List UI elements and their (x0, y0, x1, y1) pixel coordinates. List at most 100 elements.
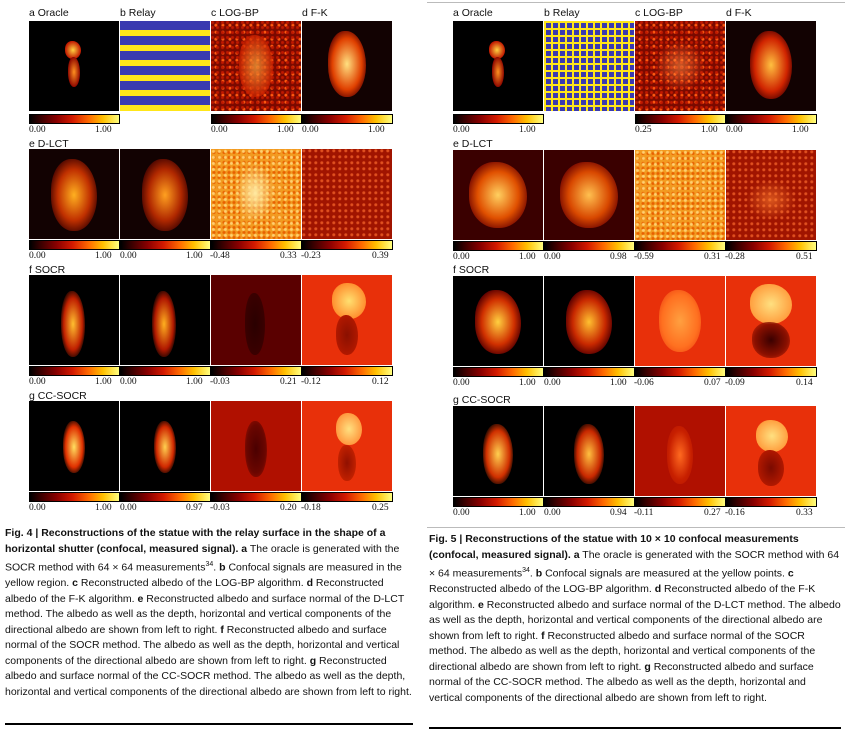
colorbar-min: 0.00 (302, 125, 319, 135)
colorbar-max: 1.00 (519, 252, 536, 262)
colorbar-max: 0.14 (796, 378, 813, 388)
colorbar-max: 0.25 (372, 503, 389, 513)
log-bp-image (635, 21, 725, 111)
colorbar (453, 367, 544, 377)
colorbar-max: 0.07 (704, 378, 721, 388)
colorbar-min: 0.00 (120, 503, 137, 513)
colorbar-min: -0.03 (210, 503, 230, 513)
figure-4: a Oracle b Relay c LOG-BP d F-K 0.00 1.0… (0, 0, 420, 741)
socr-depth-image (120, 275, 210, 365)
colorbar-max: 1.00 (368, 125, 385, 135)
colorbar-max: 0.20 (280, 503, 297, 513)
colorbar (29, 240, 120, 250)
socr-horizontal-image (211, 275, 301, 365)
figure-5: a Oracle b Relay c LOG-BP d F-K 0.00 1.0… (427, 0, 847, 741)
colorbar-max: 1.00 (277, 125, 294, 135)
colorbar-min: 0.00 (29, 125, 46, 135)
caption-a: The oracle is generated with the SOCR me… (5, 542, 400, 574)
colorbar (544, 497, 635, 507)
colorbar-min: -0.59 (634, 252, 654, 262)
colorbar-max: 0.51 (796, 252, 813, 262)
colorbar-min: -0.12 (301, 377, 321, 387)
d-lct-horizontal-image (635, 150, 725, 240)
colorbar-min: 0.00 (544, 252, 561, 262)
colorbar (453, 241, 544, 251)
panel-label-e: e D-LCT (29, 138, 69, 150)
colorbar-max: 0.94 (610, 508, 627, 518)
figure-frame-bottom (427, 527, 845, 528)
colorbar-min: -0.16 (725, 508, 745, 518)
caption-e: Reconstructed albedo and surface normal … (429, 598, 841, 642)
caption-a: The oracle is generated with the SOCR me… (429, 548, 840, 580)
colorbar (635, 497, 726, 507)
colorbar-max: 0.31 (704, 252, 721, 262)
d-lct-albedo-image (29, 149, 119, 239)
colorbar (635, 241, 726, 251)
caption-rule (429, 727, 841, 729)
colorbar (211, 366, 302, 376)
panel-label-g: g CC-SOCR (29, 390, 87, 402)
colorbar-max: 1.00 (186, 377, 203, 387)
colorbar (302, 366, 393, 376)
panel-label-a: a Oracle (453, 7, 493, 19)
colorbar (726, 367, 817, 377)
log-bp-image (211, 21, 301, 111)
colorbar-max: 0.21 (280, 377, 297, 387)
panel-label-c: c LOG-BP (635, 7, 683, 19)
colorbar-min: 0.00 (453, 378, 470, 388)
cc-socr-albedo-image (29, 401, 119, 491)
colorbar-max: 0.33 (280, 251, 297, 261)
colorbar-min: -0.23 (301, 251, 321, 261)
caption-ref: 34 (205, 561, 214, 568)
colorbar (211, 240, 302, 250)
f-k-image (302, 21, 392, 111)
colorbar (29, 114, 120, 124)
d-lct-albedo-image (453, 150, 543, 240)
colorbar-min: -0.06 (634, 378, 654, 388)
socr-depth-image (544, 276, 634, 366)
figure-caption: Fig. 5 | Reconstructions of the statue w… (429, 533, 841, 704)
colorbar (302, 492, 393, 502)
colorbar-max: 1.00 (186, 251, 203, 261)
colorbar-max: 0.33 (796, 508, 813, 518)
colorbar (726, 241, 817, 251)
colorbar-max: 1.00 (519, 508, 536, 518)
panel-label-f: f SOCR (453, 264, 490, 276)
colorbar (453, 114, 544, 124)
caption-c: Reconstructed albedo of the LOG-BP algor… (80, 577, 304, 589)
colorbar (211, 114, 302, 124)
socr-albedo-image (453, 276, 543, 366)
cc-socr-albedo-image (453, 406, 543, 496)
colorbar-max: 0.27 (704, 508, 721, 518)
panel-label-e: e D-LCT (453, 138, 493, 150)
socr-vertical-image (726, 276, 816, 366)
caption-title: Fig. 4 | Reconstructions of the statue w… (5, 527, 386, 555)
colorbar-min: 0.00 (120, 251, 137, 261)
caption-b: Confocal signals are measured at the yel… (545, 567, 785, 580)
socr-horizontal-image (635, 276, 725, 366)
colorbar-min: 0.00 (211, 125, 228, 135)
colorbar-min: -0.11 (634, 508, 654, 518)
colorbar-max: 1.00 (95, 377, 112, 387)
colorbar-max: 0.98 (610, 252, 627, 262)
oracle-image (29, 21, 119, 111)
colorbar-min: 0.00 (453, 125, 470, 135)
panel-label-g: g CC-SOCR (453, 394, 511, 406)
colorbar-min: 0.00 (544, 378, 561, 388)
colorbar-min: -0.09 (725, 378, 745, 388)
colorbar (453, 497, 544, 507)
relay-points-image (544, 21, 634, 111)
colorbar-min: 0.00 (453, 508, 470, 518)
cc-socr-depth-image (544, 406, 634, 496)
socr-albedo-image (29, 275, 119, 365)
panel-label-d: d F-K (726, 7, 752, 19)
colorbar-min: 0.00 (29, 503, 46, 513)
colorbar-min: 0.25 (635, 125, 652, 135)
colorbar-max: 0.97 (186, 503, 203, 513)
caption-g: Reconstructed albedo and surface normal … (429, 660, 814, 704)
colorbar (29, 366, 120, 376)
d-lct-depth-image (120, 149, 210, 239)
cc-socr-vertical-image (302, 401, 392, 491)
colorbar-min: -0.18 (301, 503, 321, 513)
colorbar-min: 0.00 (120, 377, 137, 387)
